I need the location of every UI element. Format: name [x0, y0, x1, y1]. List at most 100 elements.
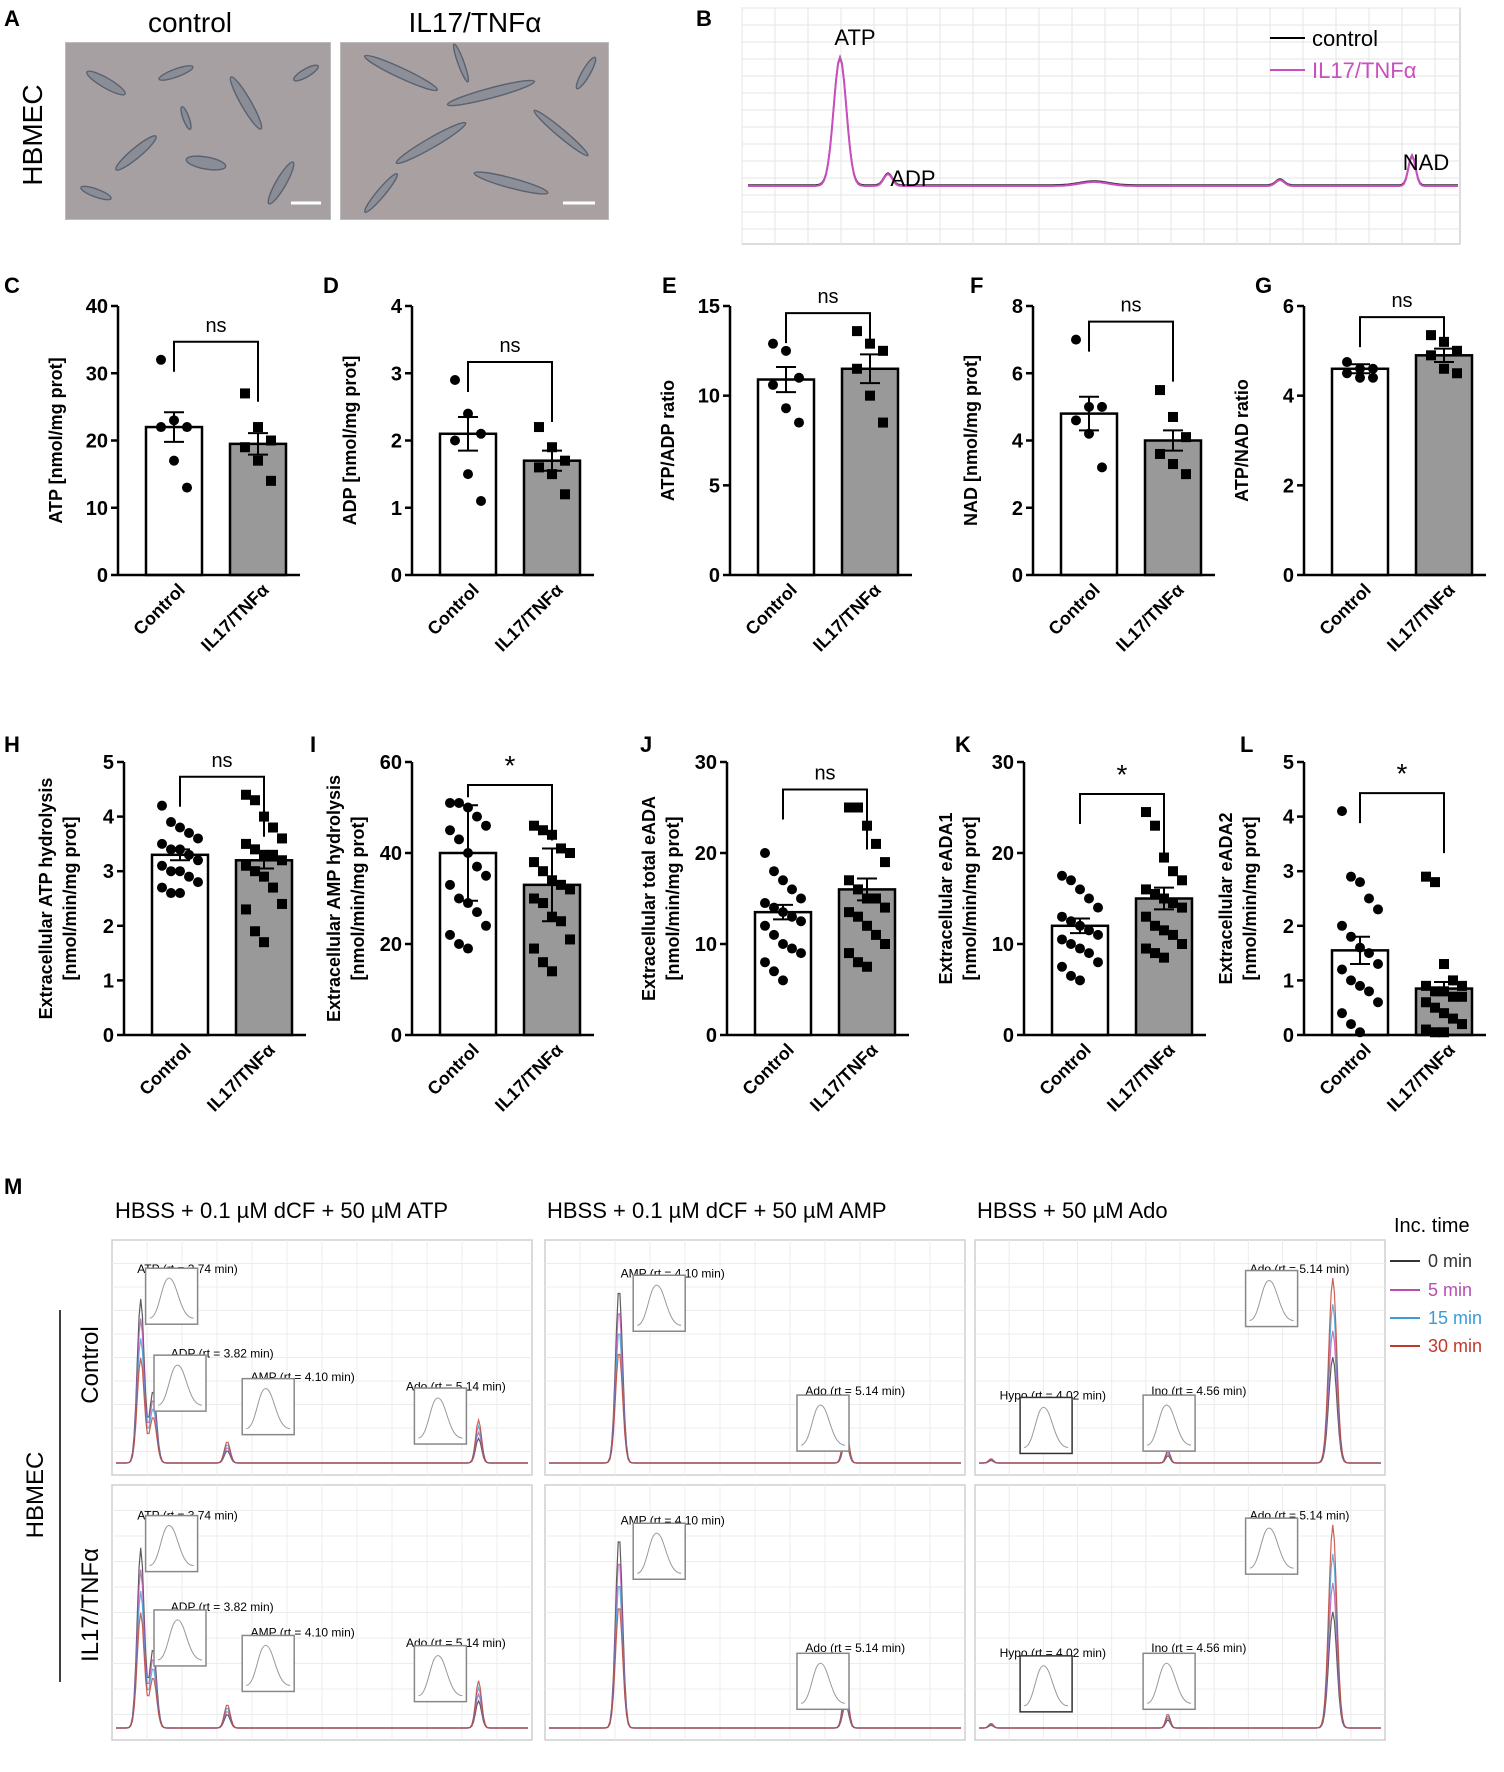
category-label-i-1: IL17/TNFα: [491, 1040, 567, 1116]
point-i-0-11: [454, 893, 464, 904]
point-k-1-11: [1150, 920, 1160, 931]
y-tick-label-l-0: 0: [1283, 1025, 1294, 1047]
y-tick-label-i-2: 40: [380, 843, 402, 865]
point-h-1-6: [250, 844, 260, 855]
point-l-0-14: [1373, 997, 1383, 1008]
point-d-0-4: [463, 469, 473, 480]
significance-bracket-k: [1079, 793, 1165, 855]
point-l-1-1: [1430, 877, 1440, 888]
point-j-0-0: [760, 848, 770, 858]
chromatogram-panel-1: ATP (rt = 3.74 min)ADP (rt = 3.82 min)AM…: [111, 1239, 533, 1476]
y-tick-label-g-0: 0: [1283, 565, 1294, 587]
point-d-1-5: [560, 489, 570, 500]
point-j-0-11: [769, 929, 779, 940]
point-d-1-3: [534, 462, 544, 473]
micrograph-treated: [340, 42, 609, 220]
significance-bracket-h: [179, 775, 265, 837]
y-tick-label-f-1: 2: [1012, 498, 1023, 520]
point-h-1-5: [241, 838, 251, 849]
legend-label-treated: IL17/TNFα: [1312, 58, 1417, 83]
point-h-0-16: [166, 888, 176, 899]
point-i-0-9: [481, 870, 491, 881]
point-i-1-11: [538, 898, 548, 909]
point-k-0-7: [1075, 920, 1085, 931]
point-k-0-15: [1057, 961, 1067, 972]
point-h-0-15: [157, 882, 167, 893]
point-k-0-3: [1084, 893, 1094, 904]
point-i-1-3: [556, 843, 566, 854]
point-g-1-1: [1439, 336, 1449, 347]
panel-m-row-label: HBMEC: [22, 1452, 49, 1539]
point-k-0-9: [1093, 929, 1103, 940]
point-j-1-10: [844, 907, 854, 918]
point-j-0-14: [796, 948, 806, 959]
point-k-1-10: [1141, 911, 1151, 922]
point-k-1-4: [1177, 875, 1187, 886]
point-l-0-15: [1337, 1008, 1347, 1019]
point-e-1-2: [878, 345, 888, 356]
micrograph-control-image: [66, 43, 330, 219]
point-i-1-5: [529, 857, 539, 868]
point-i-0-4: [481, 820, 491, 831]
y-tick-label-j-1: 10: [695, 934, 717, 956]
point-h-1-14: [277, 898, 287, 909]
point-f-1-2: [1181, 432, 1191, 443]
point-j-1-7: [862, 893, 872, 904]
bar-e-1: [840, 367, 900, 577]
trace-2-3: [549, 1353, 961, 1464]
panel-letter-i: I: [310, 732, 316, 757]
point-h-0-9: [193, 855, 203, 866]
point-k-1-3: [1168, 866, 1178, 877]
point-f-1-3: [1155, 448, 1165, 459]
point-k-0-17: [1075, 975, 1085, 986]
y-axis-label-f-0: NAD [nmol/mg prot]: [961, 355, 981, 526]
point-i-0-7: [463, 848, 473, 858]
y-tick-label-d-2: 2: [391, 431, 402, 453]
point-h-1-10: [241, 860, 251, 871]
chromatogram-treated-trace: [748, 54, 1458, 187]
point-h-1-16: [250, 926, 260, 937]
point-h-1-15: [241, 904, 251, 915]
point-d-1-0: [534, 422, 544, 433]
point-h-0-12: [175, 866, 185, 877]
point-i-0-8: [472, 861, 482, 872]
panel-a-col-label-treated: IL17/TNFα: [409, 7, 542, 38]
y-axis-label-k-0: Extracellular eADA1: [936, 812, 956, 984]
point-h-1-17: [259, 937, 269, 948]
y-tick-label-g-1: 2: [1283, 475, 1294, 497]
point-c-1-5: [266, 475, 276, 486]
category-label-k-0: Control: [1035, 1040, 1094, 1099]
bar-j-0: [753, 910, 813, 1037]
legend-label-30min: 30 min: [1428, 1336, 1482, 1356]
point-h-0-7: [175, 844, 185, 855]
point-h-0-0: [157, 800, 167, 811]
point-j-1-1: [853, 802, 863, 813]
point-c-1-0: [240, 388, 250, 399]
point-k-0-6: [1066, 916, 1076, 927]
y-tick-label-c-3: 30: [86, 363, 108, 385]
point-i-1-15: [529, 943, 539, 954]
point-i-1-1: [538, 825, 548, 836]
bar-g-1: [1414, 354, 1474, 577]
panel-letter-d: D: [323, 273, 339, 298]
y-tick-label-j-0: 0: [706, 1025, 717, 1047]
point-j-0-5: [760, 898, 770, 909]
y-tick-label-k-0: 0: [1003, 1025, 1014, 1047]
point-h-0-4: [193, 833, 203, 844]
trace-1-3: [116, 1357, 528, 1464]
point-f-0-1: [1084, 401, 1094, 412]
point-h-0-14: [193, 877, 203, 888]
bar-d-0: [438, 432, 498, 577]
significance-label-g: ns: [1391, 290, 1412, 312]
chromatogram-panel-4: ATP (rt = 3.74 min)ADP (rt = 3.82 min)AM…: [111, 1484, 533, 1741]
y-tick-label-h-4: 4: [103, 807, 115, 829]
point-h-0-6: [166, 844, 176, 855]
point-f-1-0: [1155, 385, 1165, 396]
point-j-1-5: [844, 875, 854, 886]
point-c-0-4: [169, 455, 179, 466]
chart-h: H 0 1 2 3 4 5 Extracellular ATP hydrolysis [nmol…: [4, 732, 306, 1115]
point-j-1-6: [853, 884, 863, 895]
point-j-1-17: [862, 961, 872, 972]
